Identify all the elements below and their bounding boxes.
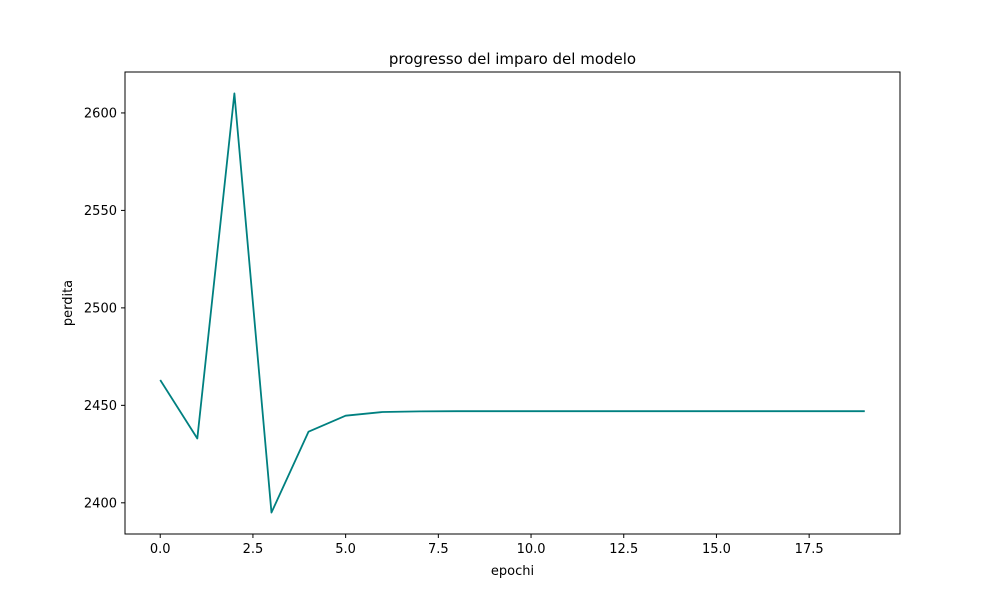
y-tick-label: 2600 bbox=[84, 106, 117, 121]
y-tick-label: 2500 bbox=[84, 301, 117, 316]
x-axis: 0.0 2.5 5.0 7.5 10.0 12.5 15.0 17.5 bbox=[150, 534, 824, 557]
chart-title: progresso del imparo del modelo bbox=[389, 50, 636, 68]
x-tick-label: 0.0 bbox=[150, 542, 171, 557]
x-tick-label: 5.0 bbox=[335, 542, 356, 557]
x-tick-label: 15.0 bbox=[702, 542, 731, 557]
x-axis-label: epochi bbox=[491, 564, 534, 579]
x-tick-label: 17.5 bbox=[795, 542, 824, 557]
y-axis: 2400 2450 2500 2550 2600 bbox=[84, 106, 125, 511]
y-tick-label: 2400 bbox=[84, 496, 117, 511]
x-tick-label: 10.0 bbox=[517, 542, 546, 557]
y-tick-label: 2550 bbox=[84, 204, 117, 219]
series-line bbox=[159, 92, 865, 514]
x-tick-label: 7.5 bbox=[428, 542, 449, 557]
plot-area bbox=[159, 92, 865, 514]
y-axis-label: perdita bbox=[61, 280, 76, 326]
y-tick-label: 2450 bbox=[84, 399, 117, 414]
x-tick-label: 12.5 bbox=[609, 542, 638, 557]
x-tick-label: 2.5 bbox=[243, 542, 264, 557]
plot-frame bbox=[124, 71, 901, 535]
